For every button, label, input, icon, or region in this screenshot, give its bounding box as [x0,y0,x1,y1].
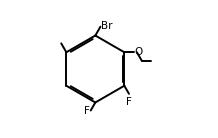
Text: Br: Br [101,21,113,31]
Text: O: O [135,47,143,57]
Text: F: F [84,106,90,116]
Text: F: F [126,96,132,107]
